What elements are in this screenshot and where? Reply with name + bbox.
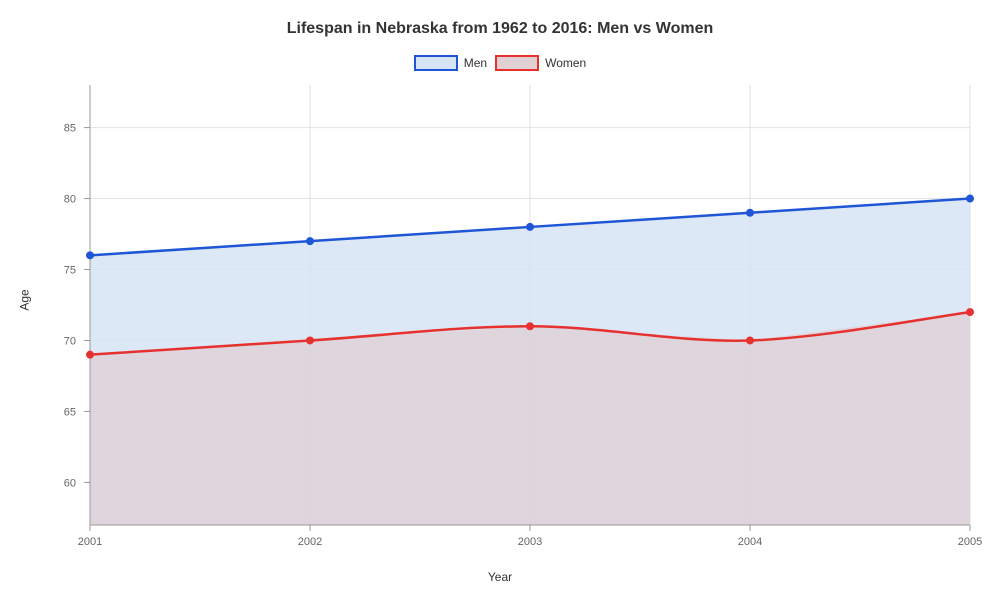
marker-women[interactable] bbox=[526, 322, 534, 330]
chart-svg: 60 65 70 75 80 85 2001 2002 2003 2004 2005 bbox=[0, 0, 1000, 600]
y-axis-label: Age bbox=[18, 289, 32, 310]
x-tick-label: 2001 bbox=[78, 536, 102, 548]
y-tick-label: 70 bbox=[64, 335, 76, 347]
y-tick-label: 80 bbox=[64, 194, 76, 206]
marker-men[interactable] bbox=[966, 195, 974, 203]
marker-women[interactable] bbox=[306, 336, 314, 344]
x-tick-label: 2004 bbox=[738, 536, 762, 548]
chart-title: Lifespan in Nebraska from 1962 to 2016: … bbox=[0, 20, 1000, 38]
marker-women[interactable] bbox=[966, 308, 974, 316]
y-tick-label: 75 bbox=[64, 265, 76, 277]
marker-men[interactable] bbox=[526, 223, 534, 231]
chart-legend: Men Women bbox=[0, 55, 1000, 71]
x-axis-label: Year bbox=[0, 570, 1000, 584]
legend-swatch-men bbox=[414, 55, 458, 71]
legend-item-women[interactable]: Women bbox=[495, 55, 586, 71]
legend-label-women: Women bbox=[545, 56, 586, 70]
y-tick-label: 65 bbox=[64, 406, 76, 418]
marker-men[interactable] bbox=[306, 237, 314, 245]
marker-women[interactable] bbox=[746, 336, 754, 344]
chart-container: Lifespan in Nebraska from 1962 to 2016: … bbox=[0, 0, 1000, 600]
x-tick-label: 2003 bbox=[518, 536, 542, 548]
x-tick-label: 2002 bbox=[298, 536, 322, 548]
marker-men[interactable] bbox=[86, 251, 94, 259]
x-tick-label: 2005 bbox=[958, 536, 982, 548]
marker-men[interactable] bbox=[746, 209, 754, 217]
y-tick-label: 85 bbox=[64, 123, 76, 135]
legend-item-men[interactable]: Men bbox=[414, 55, 487, 71]
marker-women[interactable] bbox=[86, 351, 94, 359]
legend-label-men: Men bbox=[464, 56, 487, 70]
legend-swatch-women bbox=[495, 55, 539, 71]
y-tick-label: 60 bbox=[64, 477, 76, 489]
